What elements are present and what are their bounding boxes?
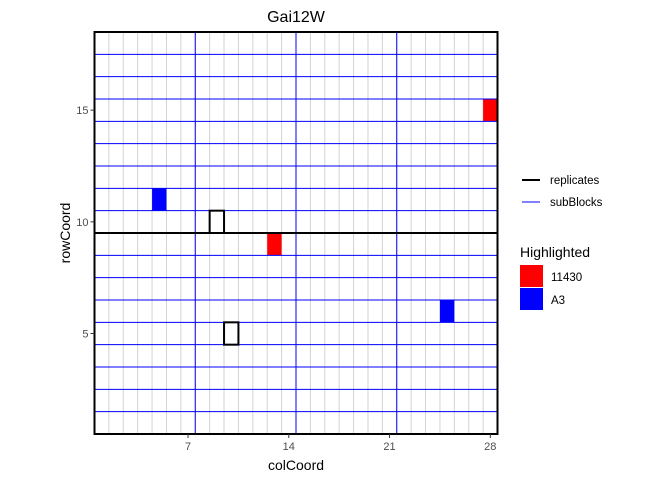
legend-title-highlighted: Highlighted [520, 244, 590, 260]
legend: replicates subBlocks Highlighted 11430 A… [520, 175, 603, 310]
highlighted-cell-11430 [267, 233, 282, 256]
chart-title: Gai12W [267, 9, 326, 26]
y-tick-label: 5 [82, 329, 88, 341]
legend-label-11430: 11430 [551, 272, 582, 284]
legend-key-11430 [520, 265, 543, 287]
legend-label-replicates: replicates [550, 175, 599, 187]
highlighted-cell-A3 [439, 300, 455, 323]
axes: 7 14 21 28 5 10 15 [76, 105, 496, 453]
x-tick-label: 7 [185, 441, 191, 453]
highlighted-cell-A3 [152, 188, 167, 211]
highlighted-cells [152, 99, 498, 323]
y-axis-label: rowCoord [57, 203, 73, 264]
replicate-border [93, 31, 499, 435]
outlined-plot [208, 209, 226, 235]
x-tick-label: 14 [283, 441, 295, 453]
outlined-plot [223, 321, 240, 346]
y-tick-label: 10 [76, 217, 88, 229]
x-tick-label: 21 [383, 441, 395, 453]
x-tick-label: 28 [484, 441, 496, 453]
legend-label-subblocks: subBlocks [550, 197, 603, 209]
block-lines [93, 31, 499, 435]
legend-key-a3 [520, 288, 543, 310]
highlighted-cell-11430 [483, 99, 498, 122]
legend-label-a3: A3 [551, 295, 565, 307]
y-tick-label: 15 [76, 105, 88, 117]
x-axis-label: colCoord [268, 457, 324, 473]
